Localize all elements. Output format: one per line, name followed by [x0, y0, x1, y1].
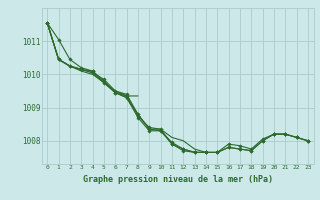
X-axis label: Graphe pression niveau de la mer (hPa): Graphe pression niveau de la mer (hPa)	[83, 175, 273, 184]
